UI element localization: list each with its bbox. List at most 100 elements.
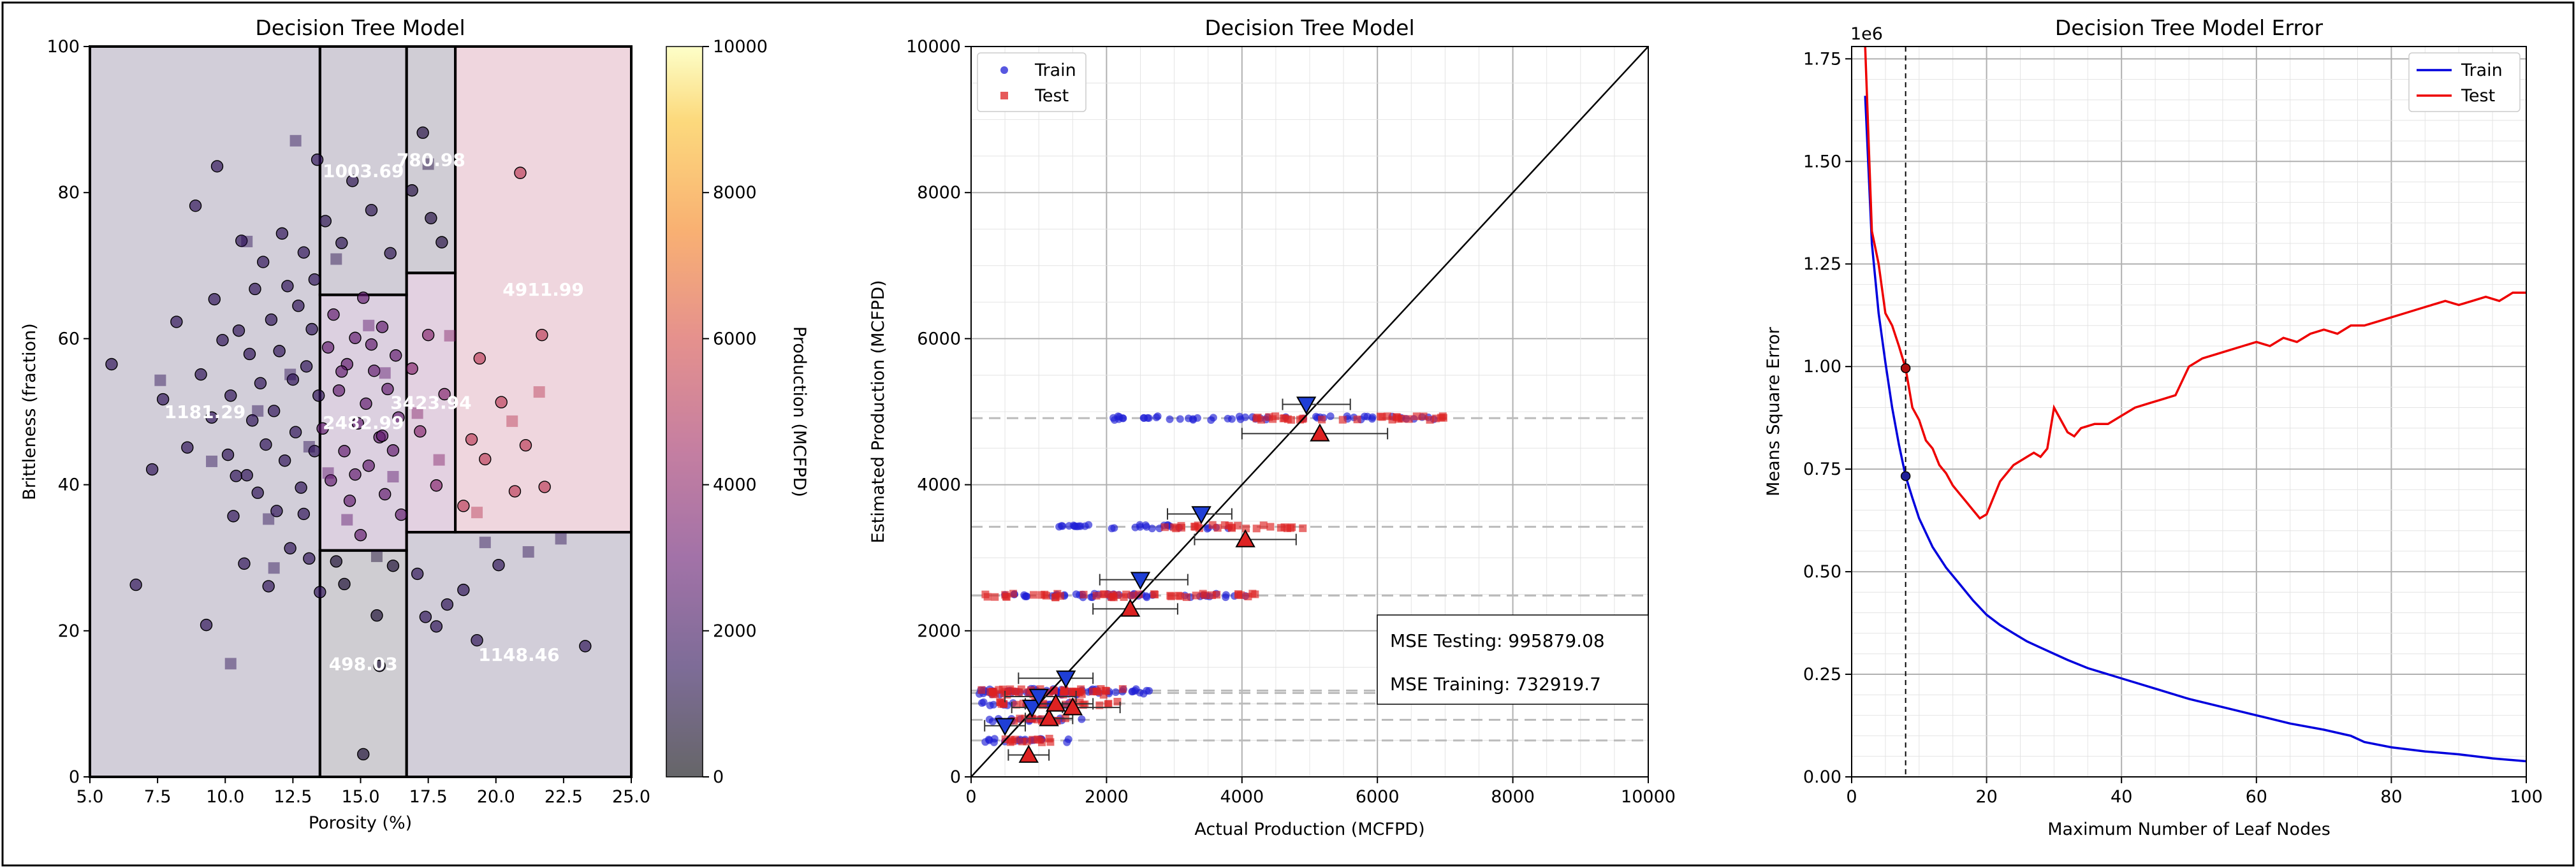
y-tick-label: 1.50 — [1803, 152, 1841, 171]
test-point — [1045, 734, 1053, 742]
legend-test-marker — [1000, 92, 1008, 99]
train-point — [216, 333, 229, 347]
test-mean-marker — [1046, 693, 1066, 712]
test-point — [1338, 416, 1347, 424]
test-point — [154, 374, 166, 386]
decision-regions — [89, 45, 633, 779]
test-point — [1269, 415, 1277, 423]
test-point — [1017, 685, 1025, 693]
train-point — [536, 328, 548, 342]
train-mean-marker — [1191, 506, 1211, 524]
train-point — [1148, 524, 1156, 533]
test-mean-marker — [1018, 744, 1039, 763]
x-tick-label: 60 — [2246, 787, 2267, 807]
test-mean-marker — [1235, 529, 1255, 547]
test-point — [1299, 524, 1307, 532]
train-point — [297, 246, 311, 259]
y-tick-label: 8000 — [917, 183, 961, 203]
mse-testing-text: MSE Testing: 995879.08 — [1390, 630, 1605, 651]
x-axis-ticks: 5.0 7.5 10.0 12.5 15.0 17.5 20.0 22.5 25.0 — [77, 777, 650, 807]
train-point — [1110, 524, 1118, 532]
region-value-label: 498.03 — [329, 653, 398, 674]
train-point — [479, 452, 492, 466]
train-point — [1312, 412, 1320, 421]
decision-region — [319, 550, 407, 777]
train-point — [406, 362, 418, 375]
train-point — [286, 373, 300, 386]
mse-training-text: MSE Training: 732919.7 — [1390, 674, 1601, 695]
train-point — [129, 578, 142, 591]
legend-box — [2408, 52, 2521, 112]
test-point — [479, 537, 491, 549]
train-point — [230, 470, 242, 482]
train-point — [376, 430, 389, 442]
train-point — [232, 324, 245, 337]
train-point — [362, 459, 375, 472]
test-point — [284, 368, 296, 380]
train-point — [321, 341, 335, 354]
train-point — [1143, 686, 1151, 695]
x-tick-label: 15.0 — [341, 787, 379, 807]
x-tick-label: 25.0 — [612, 787, 650, 807]
region-value-label: 1003.69 — [323, 161, 404, 182]
mse-annotation-box: MSE Testing: 995879.08 MSE Training: 732… — [1377, 614, 1649, 705]
train-point — [308, 445, 321, 458]
test-point — [268, 562, 280, 574]
y-axis-label: Means Square Error — [1764, 326, 1783, 496]
test-point — [1002, 593, 1011, 601]
test-point — [1000, 700, 1008, 708]
train-point — [979, 698, 988, 706]
test-point — [1426, 416, 1434, 424]
train-point — [1326, 412, 1335, 421]
test-point — [1118, 685, 1127, 693]
panel-model-error: 0 20 40 60 80 100 0.00 0.25 0.50 0.75 1.00 1.25 1.5… — [1764, 15, 2543, 839]
test-point — [1419, 412, 1428, 421]
y-tick-label: 40 — [58, 475, 80, 495]
decision-region — [455, 47, 631, 533]
test-point — [988, 688, 997, 696]
test-point — [991, 593, 999, 601]
train-point — [1193, 414, 1201, 422]
train-point — [508, 485, 522, 498]
x-axis-ticks: 0 2000 4000 6000 8000 10000 — [965, 777, 1676, 807]
test-point — [1129, 591, 1137, 600]
train-point — [335, 365, 348, 378]
train-point — [338, 445, 351, 458]
test-point — [289, 134, 302, 147]
test-point — [433, 454, 445, 466]
train-point — [519, 439, 532, 452]
train-point — [1363, 412, 1372, 421]
legend-test-label: Test — [1034, 86, 1069, 106]
x-tick-label: 8000 — [1491, 787, 1535, 807]
test-point — [1030, 591, 1038, 599]
train-point — [1176, 415, 1184, 423]
test-point — [1051, 593, 1060, 602]
x-tick-label: 12.5 — [274, 787, 312, 807]
train-mean-marker — [1055, 670, 1076, 689]
train-mean-marker — [995, 718, 1015, 736]
test-point — [1353, 416, 1361, 424]
colorbar-ticks: 0 2000 4000 6000 8000 10000 — [703, 37, 768, 787]
test-point — [1069, 687, 1078, 695]
train-point — [262, 580, 275, 593]
train-point — [411, 567, 424, 581]
y-tick-label: 10000 — [906, 37, 961, 57]
region-value-label: 2482.99 — [323, 412, 404, 433]
colorbar-label: Production (MCFPD) — [789, 326, 809, 497]
x-tick-label: 2000 — [1085, 787, 1129, 807]
decision-region — [406, 532, 631, 777]
x-tick-label: 10000 — [1621, 787, 1676, 807]
train-point — [275, 227, 289, 240]
train-point — [316, 422, 329, 435]
test-point — [1034, 735, 1042, 744]
chart-title: Decision Tree Model Error — [2055, 15, 2324, 40]
plot-area-frame — [1851, 46, 2527, 778]
region-value-label: 1148.46 — [478, 644, 560, 665]
train-point — [492, 558, 505, 572]
test-point — [533, 386, 545, 398]
test-error-line — [1864, 46, 2526, 520]
test-point — [303, 441, 315, 453]
x-tick-label: 40 — [2111, 787, 2132, 807]
train-point — [346, 175, 359, 187]
